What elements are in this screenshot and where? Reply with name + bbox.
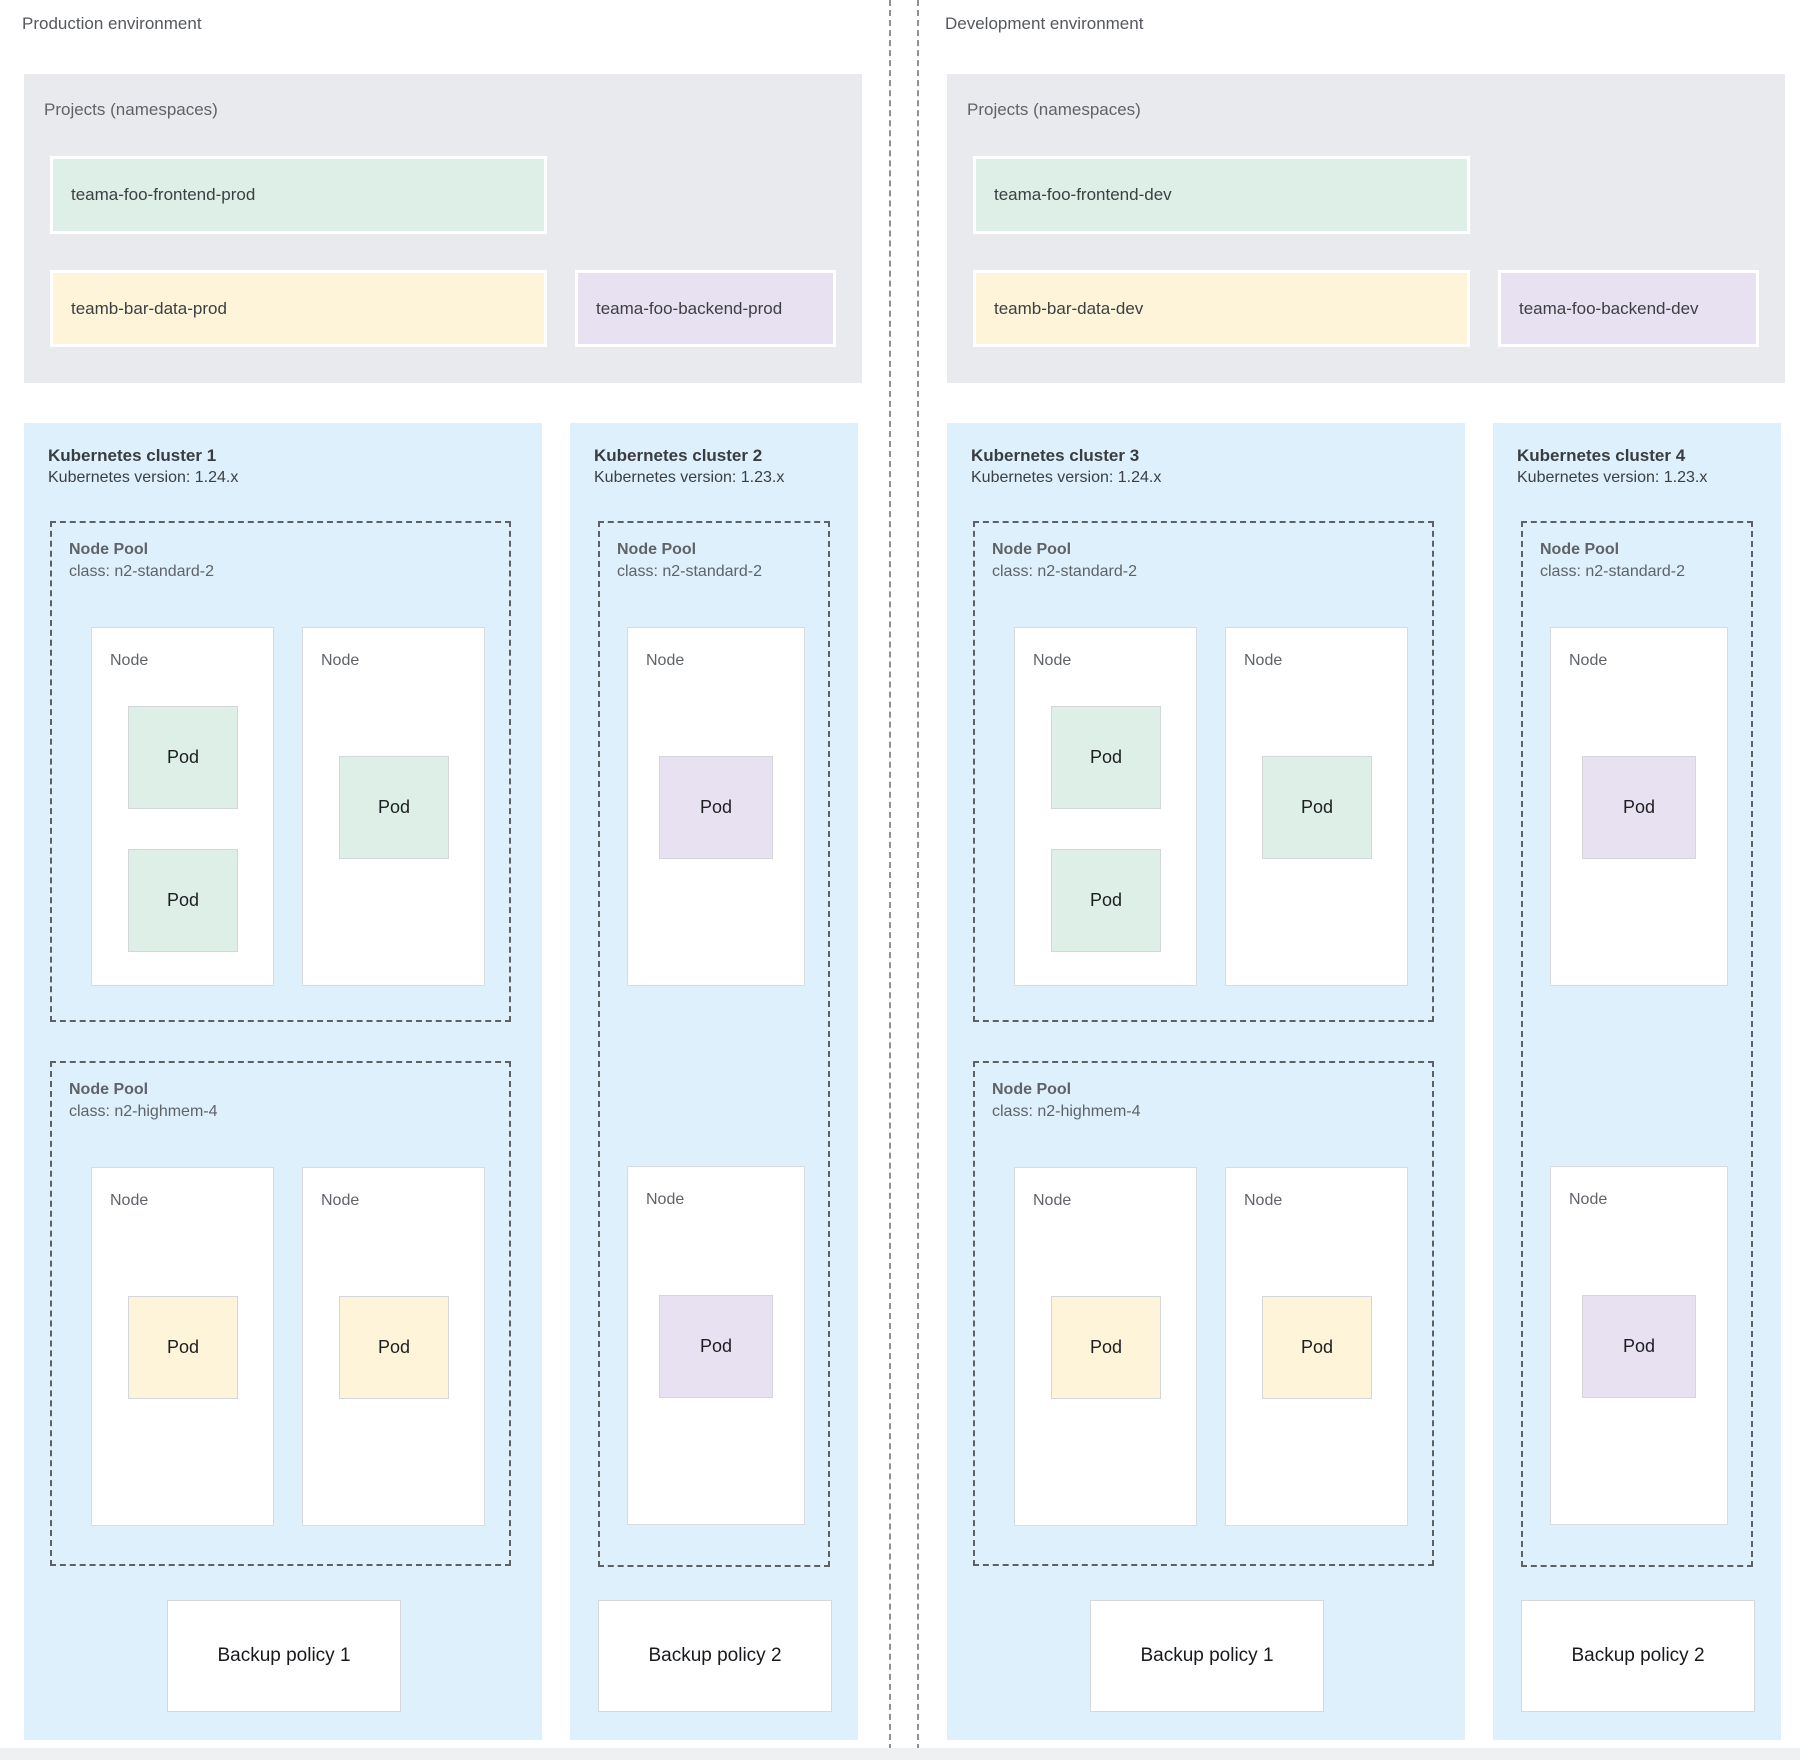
node-label: Node	[646, 652, 685, 669]
node-pool: Node Pool class: n2-standard-2 Node Pod …	[973, 521, 1434, 1022]
node-pool: Node Pool class: n2-standard-2 Node Pod …	[50, 521, 511, 1022]
node: Node Pod	[1225, 1167, 1408, 1526]
environment-divider-line	[917, 0, 919, 1760]
node-pool: Node Pool class: n2-standard-2 Node Pod …	[598, 521, 830, 1567]
cluster-title: Kubernetes cluster 1	[48, 446, 217, 465]
cluster-title: Kubernetes cluster 4	[1517, 446, 1686, 465]
kubernetes-cluster-panel: Kubernetes cluster 1 Kubernetes version:…	[24, 423, 542, 1740]
node-pool-label: Node Pool class: n2-standard-2	[992, 539, 1137, 582]
environment-label: Production environment	[22, 14, 202, 33]
namespace-chip: teamb-bar-data-dev	[973, 270, 1470, 347]
node-label: Node	[1244, 1192, 1283, 1209]
kubernetes-cluster-panel: Kubernetes cluster 2 Kubernetes version:…	[570, 423, 858, 1740]
node-pool-label: Node Pool class: n2-standard-2	[1540, 539, 1685, 582]
node-pool-title: Node Pool	[69, 1081, 149, 1098]
node-label: Node	[1569, 1191, 1608, 1208]
pod: Pod	[1051, 706, 1161, 809]
cluster-header: Kubernetes cluster 4 Kubernetes version:…	[1517, 445, 1707, 489]
node-pool-class: class: n2-highmem-4	[69, 1102, 218, 1120]
node-pool: Node Pool class: n2-highmem-4 Node Pod N…	[50, 1061, 511, 1566]
node-pool-label: Node Pool class: n2-standard-2	[617, 539, 762, 582]
node-label: Node	[1569, 652, 1608, 669]
node-pool-title: Node Pool	[617, 541, 697, 558]
pod: Pod	[1051, 849, 1161, 952]
pod: Pod	[1262, 756, 1372, 859]
kubernetes-cluster-panel: Kubernetes cluster 3 Kubernetes version:…	[947, 423, 1465, 1740]
node-pool-label: Node Pool class: n2-highmem-4	[992, 1079, 1141, 1122]
node: Node Pod Pod	[1014, 627, 1197, 986]
cluster-version: Kubernetes version: 1.24.x	[971, 469, 1162, 487]
node-pool-title: Node Pool	[1540, 541, 1620, 558]
node-label: Node	[1033, 1192, 1072, 1209]
node: Node Pod	[1014, 1167, 1197, 1526]
namespace-chip: teama-foo-frontend-prod	[50, 156, 547, 234]
pod: Pod	[1582, 756, 1696, 859]
pod: Pod	[128, 1296, 238, 1399]
node-pool-class: class: n2-highmem-4	[992, 1102, 1141, 1120]
node-label: Node	[321, 652, 360, 669]
node-label: Node	[110, 1192, 149, 1209]
node: Node Pod	[302, 1167, 485, 1526]
pod: Pod	[1262, 1296, 1372, 1399]
pod: Pod	[128, 706, 238, 809]
node-pool-class: class: n2-standard-2	[992, 562, 1137, 580]
cluster-title: Kubernetes cluster 2	[594, 446, 763, 465]
pod: Pod	[659, 1295, 773, 1398]
namespace-chip: teamb-bar-data-prod	[50, 270, 547, 347]
namespace-chip: teama-foo-backend-dev	[1498, 270, 1759, 347]
projects-title: Projects (namespaces)	[44, 100, 218, 119]
node-pool: Node Pool class: n2-highmem-4 Node Pod N…	[973, 1061, 1434, 1566]
namespace-chip: teama-foo-backend-prod	[575, 270, 836, 347]
node-pool-label: Node Pool class: n2-highmem-4	[69, 1079, 218, 1122]
environment-divider-line	[889, 0, 891, 1760]
environment-column-production: Production environment Projects (namespa…	[0, 0, 880, 1760]
node-label: Node	[1244, 652, 1283, 669]
backup-policy: Backup policy 1	[167, 1600, 401, 1712]
node-pool-title: Node Pool	[992, 1081, 1072, 1098]
cluster-header: Kubernetes cluster 2 Kubernetes version:…	[594, 445, 784, 489]
node-pool-class: class: n2-standard-2	[69, 562, 214, 580]
projects-panel: Projects (namespaces) teama-foo-frontend…	[24, 74, 862, 383]
cluster-header: Kubernetes cluster 3 Kubernetes version:…	[971, 445, 1161, 489]
backup-policy: Backup policy 2	[1521, 1600, 1755, 1712]
cluster-title: Kubernetes cluster 3	[971, 446, 1140, 465]
pod: Pod	[1051, 1296, 1161, 1399]
cluster-version: Kubernetes version: 1.24.x	[48, 469, 239, 487]
node: Node Pod	[1550, 1166, 1728, 1525]
backup-policy: Backup policy 2	[598, 1600, 832, 1712]
cluster-version: Kubernetes version: 1.23.x	[1517, 469, 1708, 487]
pod: Pod	[659, 756, 773, 859]
projects-title: Projects (namespaces)	[967, 100, 1141, 119]
projects-panel: Projects (namespaces) teama-foo-frontend…	[947, 74, 1785, 383]
node-label: Node	[110, 652, 149, 669]
backup-policy: Backup policy 1	[1090, 1600, 1324, 1712]
pod: Pod	[128, 849, 238, 952]
pod: Pod	[339, 756, 449, 859]
pod: Pod	[339, 1296, 449, 1399]
node-label: Node	[646, 1191, 685, 1208]
node-pool: Node Pool class: n2-standard-2 Node Pod …	[1521, 521, 1753, 1567]
node-pool-title: Node Pool	[992, 541, 1072, 558]
node-pool-title: Node Pool	[69, 541, 149, 558]
node-label: Node	[1033, 652, 1072, 669]
environment-column-development: Development environment Projects (namesp…	[923, 0, 1800, 1760]
cluster-header: Kubernetes cluster 1 Kubernetes version:…	[48, 445, 238, 489]
node: Node Pod	[627, 627, 805, 986]
node-label: Node	[321, 1192, 360, 1209]
node: Node Pod	[302, 627, 485, 986]
node-pool-label: Node Pool class: n2-standard-2	[69, 539, 214, 582]
namespace-chip: teama-foo-frontend-dev	[973, 156, 1470, 234]
environment-label: Development environment	[945, 14, 1144, 33]
node-pool-class: class: n2-standard-2	[617, 562, 762, 580]
node-pool-class: class: n2-standard-2	[1540, 562, 1685, 580]
bottom-edge-strip	[0, 1748, 1800, 1760]
node: Node Pod Pod	[91, 627, 274, 986]
node: Node Pod	[91, 1167, 274, 1526]
kubernetes-cluster-panel: Kubernetes cluster 4 Kubernetes version:…	[1493, 423, 1781, 1740]
node: Node Pod	[1225, 627, 1408, 986]
node: Node Pod	[627, 1166, 805, 1525]
cluster-version: Kubernetes version: 1.23.x	[594, 469, 785, 487]
node: Node Pod	[1550, 627, 1728, 986]
pod: Pod	[1582, 1295, 1696, 1398]
